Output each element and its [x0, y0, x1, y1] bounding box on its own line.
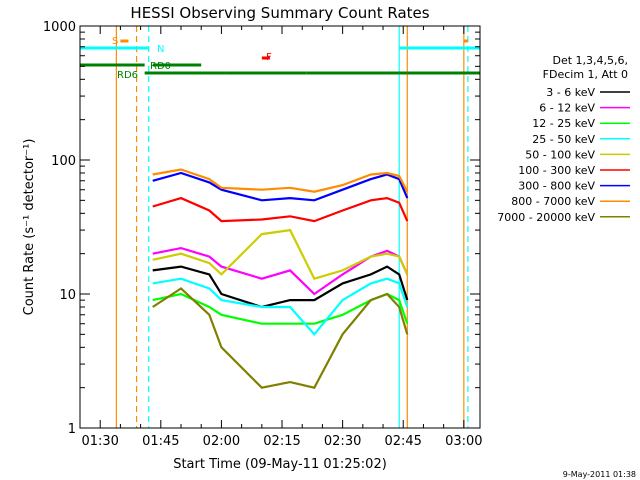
legend-label: 3 - 6 keV: [546, 86, 595, 99]
legend-label: 6 - 12 keV: [539, 102, 595, 115]
series-line: [152, 287, 409, 389]
legend-label: 7000 - 20000 keV: [497, 211, 595, 224]
plot-frame: [79, 25, 481, 429]
series-line: [152, 168, 409, 193]
flag-label: RD0: [150, 61, 171, 72]
legend-label: 300 - 800 keV: [518, 180, 595, 193]
series-line: [152, 246, 409, 296]
y-axis-label: Count Rate (s⁻¹ detector⁻¹): [22, 139, 37, 316]
legend-label: 100 - 300 keV: [518, 164, 595, 177]
x-tick-label: 02:15: [263, 434, 300, 449]
x-tick-label: 03:00: [445, 434, 482, 449]
flag-label: RD6: [117, 70, 138, 81]
legend-header-2: FDecim 1, Att 0: [543, 68, 628, 81]
y-tick-label: 1000: [43, 20, 76, 35]
plot-marks: S N F RD0 RD6: [80, 26, 480, 428]
x-axis-label: Start Time (09-May-11 01:25:02): [173, 457, 387, 472]
y-tick-label: 10: [59, 288, 76, 303]
series-line: [152, 228, 409, 281]
legend-label: 800 - 7000 keV: [511, 195, 595, 208]
axis-ticks: 1 10 100 1000 01:30 01:45 02:00 02:15 02:30 02:45…: [43, 20, 483, 449]
chart-title: HESSI Observing Summary Count Rates: [130, 4, 429, 22]
x-tick-label: 01:30: [81, 434, 118, 449]
legend-label: 25 - 50 keV: [532, 133, 595, 146]
flag-label: F: [266, 52, 272, 63]
x-tick-label: 02:00: [203, 434, 240, 449]
x-tick-label: 01:45: [142, 434, 179, 449]
y-tick-label: 100: [51, 154, 76, 169]
series-line: [152, 265, 409, 309]
series-line: [152, 196, 409, 223]
series-line: [152, 171, 409, 202]
footer-timestamp: 9-May-2011 01:38: [563, 470, 636, 479]
legend-label: 12 - 25 keV: [532, 117, 595, 130]
legend-header-1: Det 1,3,4,5,6,: [552, 54, 628, 67]
legend: 3 - 6 keV 6 - 12 keV 12 - 25 keV 25 - 50 ke…: [497, 86, 630, 224]
x-tick-label: 02:30: [324, 434, 361, 449]
x-tick-label: 02:45: [384, 434, 421, 449]
series-line: [152, 277, 409, 336]
flag-label: S: [112, 36, 118, 47]
legend-label: 50 - 100 keV: [525, 148, 595, 161]
y-tick-label: 1: [68, 422, 76, 437]
flag-label: N: [157, 44, 164, 55]
